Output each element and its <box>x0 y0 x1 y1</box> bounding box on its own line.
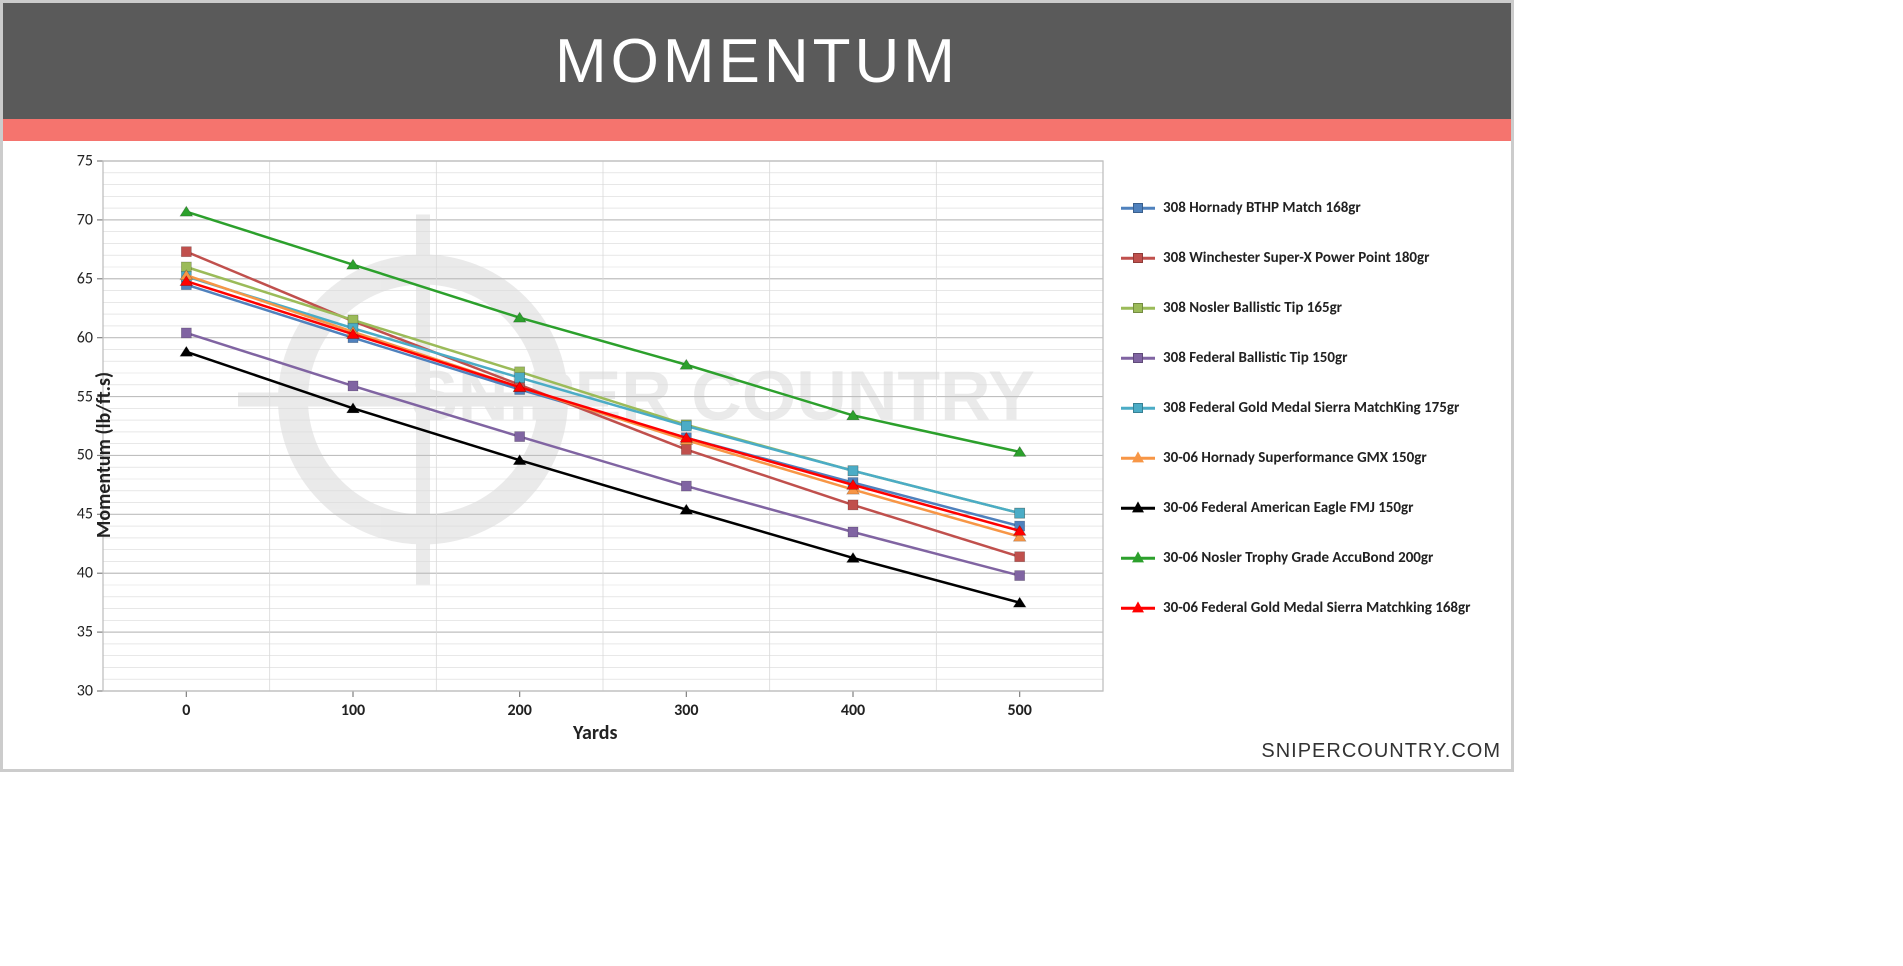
footer-attribution: SNIPERCOUNTRY.COM <box>1261 740 1501 763</box>
legend-swatch <box>1121 351 1155 365</box>
legend-swatch <box>1121 251 1155 265</box>
x-tick-label: 500 <box>1007 701 1031 720</box>
x-tick-label: 300 <box>674 701 698 720</box>
legend-label: 308 Winchester Super-X Power Point 180gr <box>1163 249 1429 267</box>
y-tick-label: 35 <box>53 623 93 642</box>
legend-swatch <box>1121 301 1155 315</box>
series-marker <box>515 432 525 442</box>
legend-swatch <box>1121 551 1155 565</box>
chart-area: SNIPER COUNTRY Momentum (lb/ft.s) Yards … <box>3 141 1511 769</box>
legend-label: 308 Federal Ballistic Tip 150gr <box>1163 349 1347 367</box>
legend-label: 30-06 Hornady Superformance GMX 150gr <box>1163 449 1427 467</box>
series-marker <box>181 328 191 338</box>
y-tick-label: 50 <box>53 446 93 465</box>
legend-item: 30-06 Nosler Trophy Grade AccuBond 200gr <box>1121 549 1491 567</box>
chart-title: MOMENTUM <box>555 26 959 97</box>
legend-item: 308 Federal Ballistic Tip 150gr <box>1121 349 1491 367</box>
legend-label: 30-06 Nosler Trophy Grade AccuBond 200gr <box>1163 549 1433 567</box>
y-tick-label: 30 <box>53 682 93 701</box>
legend-item: 308 Winchester Super-X Power Point 180gr <box>1121 249 1491 267</box>
y-tick-label: 55 <box>53 387 93 406</box>
legend: 308 Hornady BTHP Match 168gr 308 Winchest… <box>1121 199 1491 649</box>
accent-band <box>3 119 1511 141</box>
legend-item: 30-06 Federal American Eagle FMJ 150gr <box>1121 499 1491 517</box>
series-marker <box>181 247 191 257</box>
series-marker <box>848 500 858 510</box>
legend-swatch <box>1121 451 1155 465</box>
series-marker <box>681 445 691 455</box>
x-tick-label: 400 <box>841 701 865 720</box>
y-tick-label: 65 <box>53 269 93 288</box>
legend-label: 308 Hornady BTHP Match 168gr <box>1163 199 1361 217</box>
series-marker <box>1015 571 1025 581</box>
legend-swatch <box>1121 501 1155 515</box>
series-marker <box>681 421 691 431</box>
legend-swatch <box>1121 201 1155 215</box>
title-band: MOMENTUM <box>3 3 1511 119</box>
figure-container: MOMENTUM SNIPER COUNTRY Momentum (lb/ft.… <box>0 0 1514 772</box>
legend-label: 308 Nosler Ballistic Tip 165gr <box>1163 299 1342 317</box>
legend-label: 308 Federal Gold Medal Sierra MatchKing … <box>1163 399 1459 417</box>
legend-item: 308 Federal Gold Medal Sierra MatchKing … <box>1121 399 1491 417</box>
x-axis-label: Yards <box>573 721 617 745</box>
legend-swatch <box>1121 601 1155 615</box>
x-tick-label: 100 <box>341 701 365 720</box>
legend-item: 30-06 Federal Gold Medal Sierra Matchkin… <box>1121 599 1491 617</box>
x-tick-label: 0 <box>182 701 190 720</box>
y-tick-label: 40 <box>53 564 93 583</box>
y-tick-label: 60 <box>53 328 93 347</box>
legend-item: 308 Hornady BTHP Match 168gr <box>1121 199 1491 217</box>
series-marker <box>848 466 858 476</box>
y-axis-label: Momentum (lb/ft.s) <box>92 372 116 538</box>
series-marker <box>348 381 358 391</box>
y-tick-label: 75 <box>53 152 93 171</box>
series-marker <box>681 481 691 491</box>
legend-label: 30-06 Federal Gold Medal Sierra Matchkin… <box>1163 599 1470 617</box>
y-tick-label: 45 <box>53 505 93 524</box>
y-tick-label: 70 <box>53 210 93 229</box>
legend-item: 30-06 Hornady Superformance GMX 150gr <box>1121 449 1491 467</box>
series-marker <box>1015 552 1025 562</box>
legend-label: 30-06 Federal American Eagle FMJ 150gr <box>1163 499 1413 517</box>
legend-item: 308 Nosler Ballistic Tip 165gr <box>1121 299 1491 317</box>
series-marker <box>1015 508 1025 518</box>
series-marker <box>848 527 858 537</box>
legend-swatch <box>1121 401 1155 415</box>
x-tick-label: 200 <box>507 701 531 720</box>
